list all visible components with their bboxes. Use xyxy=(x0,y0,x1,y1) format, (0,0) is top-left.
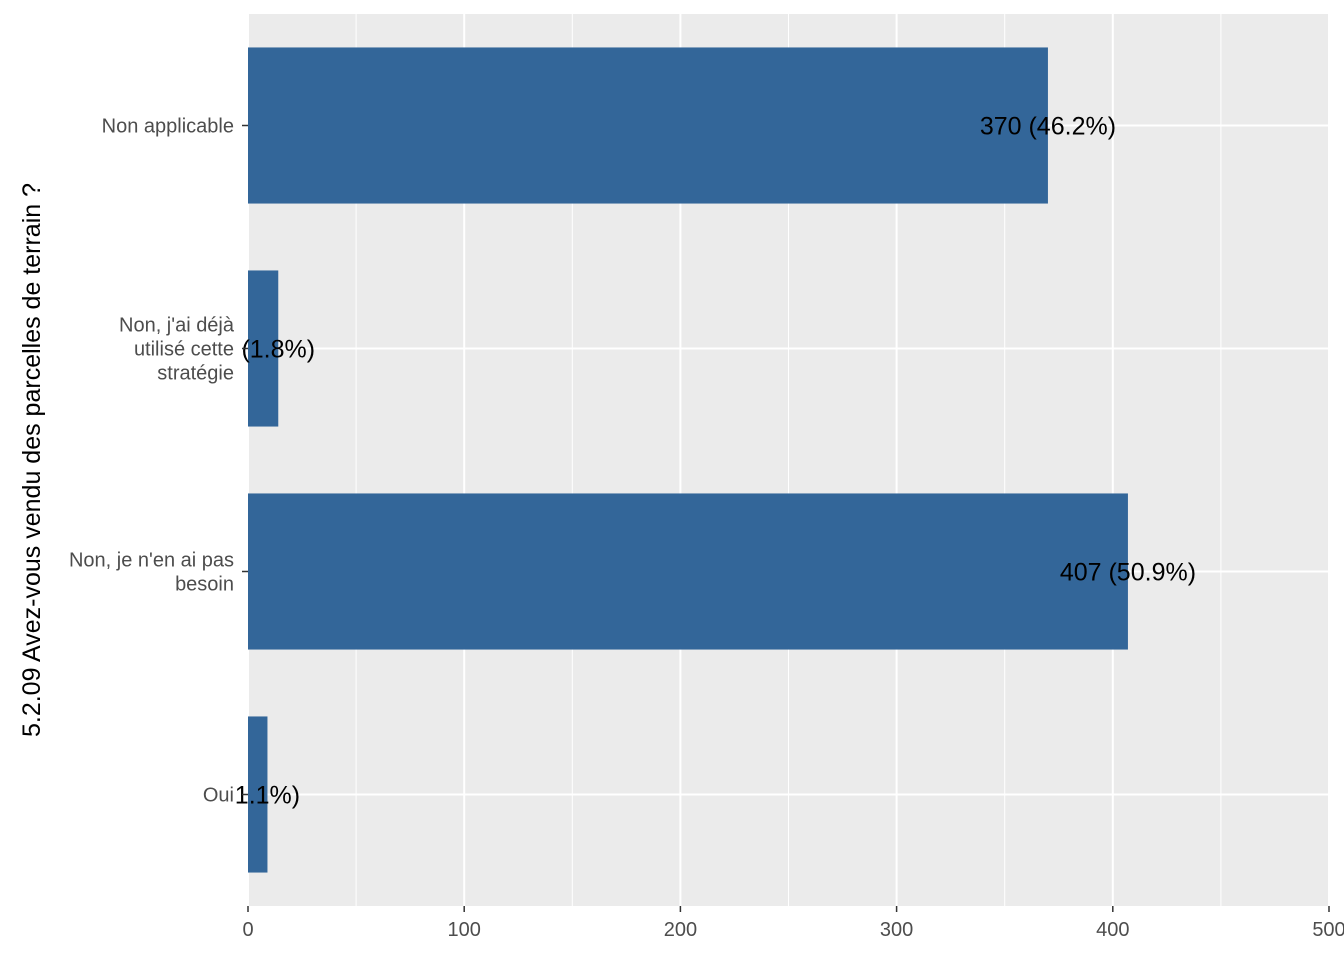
data-label: (1.8%) xyxy=(241,336,315,364)
y-axis-title: 5.2.09 Avez-vous vendu des parcelles de … xyxy=(18,183,46,737)
y-tick-label: Non applicable xyxy=(102,116,234,138)
y-tick-label: Non, je n'en ai pas besoin xyxy=(69,550,234,596)
data-label: 407 (50.9%) xyxy=(1060,559,1196,587)
bar xyxy=(248,270,279,427)
x-tick-label: 400 xyxy=(1096,919,1129,941)
bar xyxy=(248,716,268,873)
x-tick-label: 100 xyxy=(448,919,481,941)
data-labels: 370 (46.2%) (1.8%) 407 (50.9%) 1.1%) xyxy=(235,113,1196,810)
bar xyxy=(248,47,1048,204)
data-label: 1.1%) xyxy=(235,782,300,810)
bars xyxy=(248,47,1128,873)
data-label: 370 (46.2%) xyxy=(980,113,1116,141)
x-tick-label: 500 xyxy=(1312,919,1344,941)
x-tick-label: 0 xyxy=(242,919,253,941)
bar xyxy=(248,493,1128,650)
y-tick-label: Non, j'ai déjà utilisé cette stratégie xyxy=(119,315,235,385)
y-axis: Non applicable Non, j'ai déjà utilisé cett… xyxy=(69,116,248,807)
x-tick-label: 300 xyxy=(880,919,913,941)
x-axis: 0 100 200 300 400 500 xyxy=(242,906,1344,941)
x-tick-label: 200 xyxy=(664,919,697,941)
y-tick-label: Oui xyxy=(203,785,234,807)
